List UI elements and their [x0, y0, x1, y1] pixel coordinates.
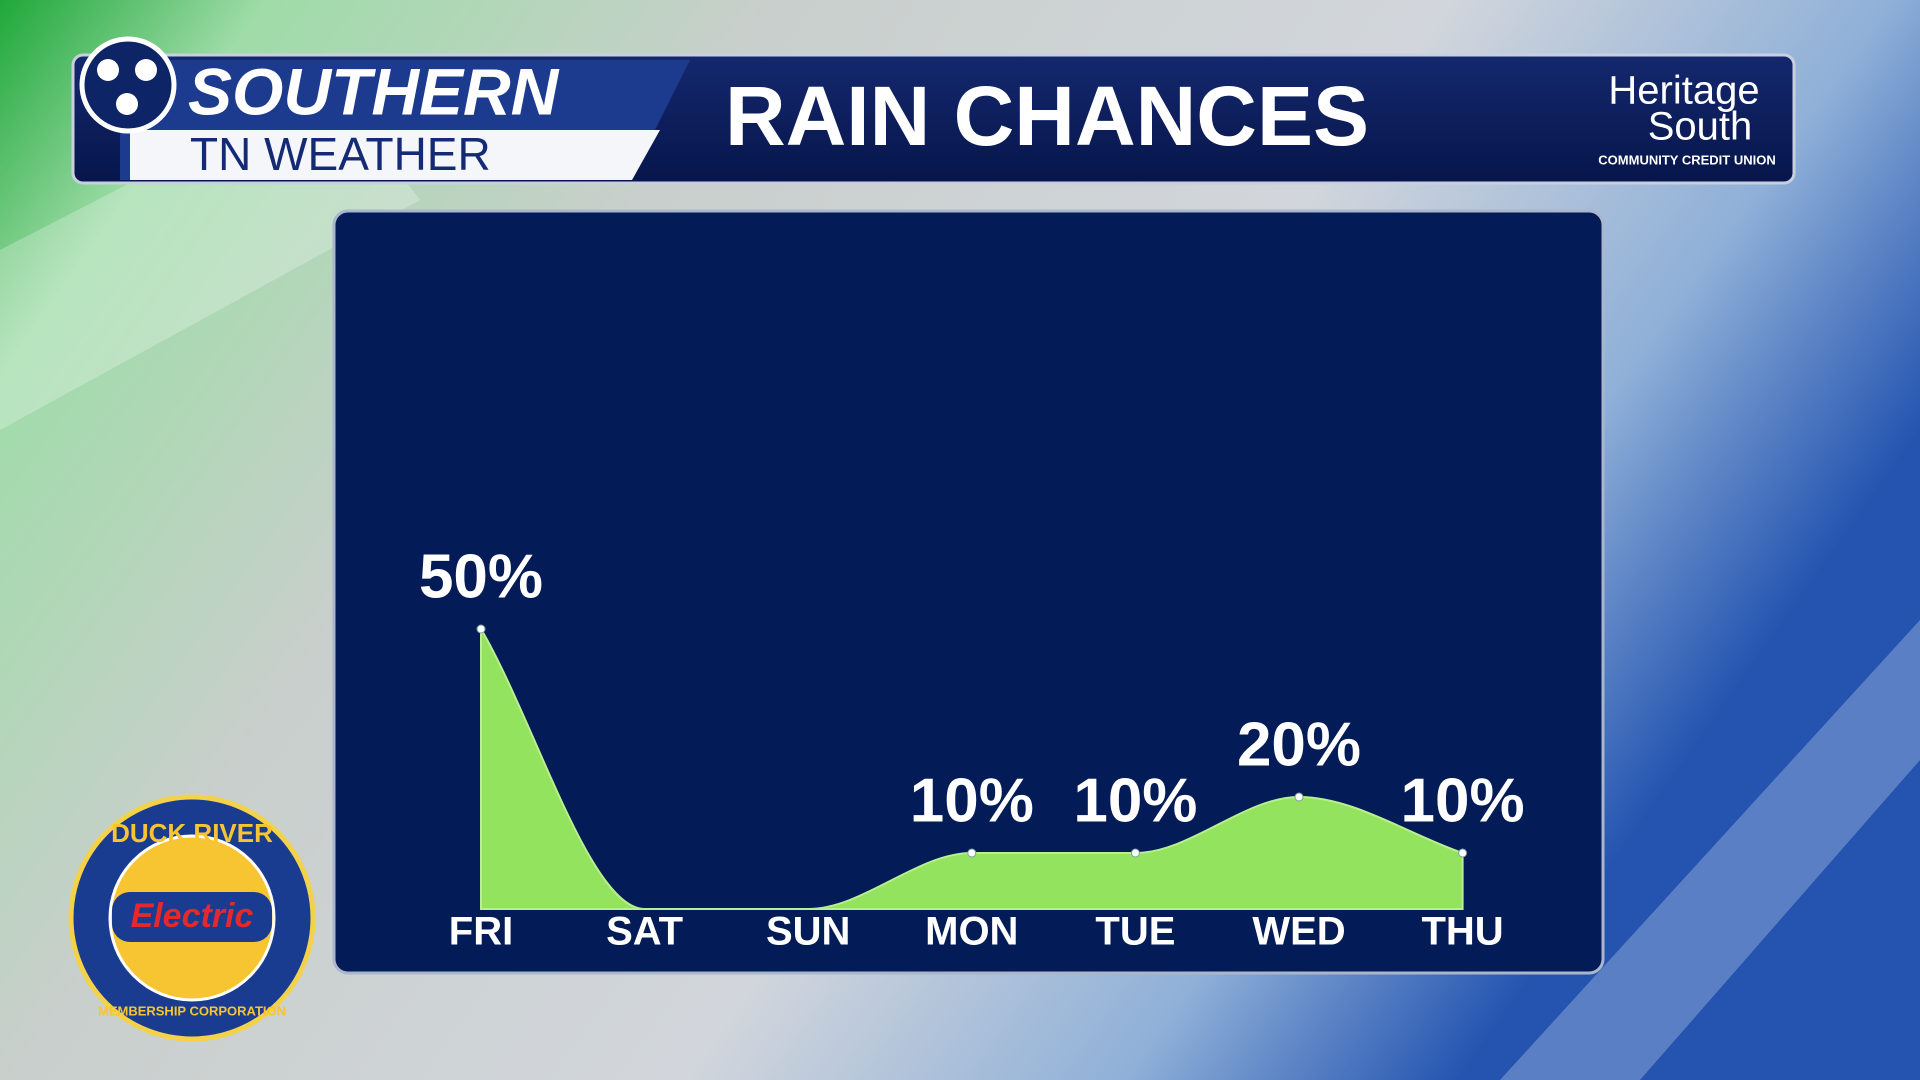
- sponsor-tagline: COMMUNITY CREDIT UNION: [1598, 152, 1775, 167]
- value-label: 10%: [1073, 766, 1197, 835]
- coop-logo-top: DUCK RIVER: [111, 818, 273, 848]
- tristar-star: [97, 59, 119, 81]
- x-tick-label: MON: [925, 910, 1018, 954]
- data-point: [1130, 848, 1140, 858]
- coop-logo-middle: Electric: [131, 897, 254, 935]
- background-streak: [1500, 620, 1920, 1080]
- x-tick-label: FRI: [449, 910, 513, 954]
- plot-area: FRI 50% SAT SUN MON 10% TUE 10% WED 20% THU 10%: [419, 542, 1525, 953]
- data-point: [1458, 848, 1468, 858]
- coop-logo-band: [112, 892, 272, 942]
- data-point: [476, 624, 486, 634]
- value-label: 20%: [1237, 710, 1361, 779]
- header-logo-strip: [130, 130, 660, 180]
- chart-title: RAIN CHANCES: [725, 69, 1369, 163]
- value-label: 10%: [1401, 766, 1525, 835]
- data-point: [967, 848, 977, 858]
- x-tick-label: WED: [1252, 910, 1345, 954]
- x-tick-label: TUE: [1095, 910, 1175, 954]
- value-label: 50%: [419, 542, 543, 611]
- sponsor-name: Heritage: [1608, 69, 1759, 113]
- x-tick-label: SUN: [766, 910, 850, 954]
- x-tick-label: THU: [1421, 910, 1503, 954]
- data-point: [1294, 792, 1304, 802]
- coop-logo-bottom: MEMBERSHIP CORPORATION: [98, 1003, 286, 1018]
- chart-panel: [332, 209, 1605, 975]
- value-label: 10%: [910, 766, 1034, 835]
- sponsor-name: South: [1648, 105, 1753, 149]
- tristar-star: [116, 93, 138, 115]
- tristar-logo: [79, 36, 177, 134]
- show-name: SOUTHERN: [188, 54, 560, 128]
- x-tick-label: SAT: [606, 910, 683, 954]
- tristar-star: [135, 59, 157, 81]
- show-subname: TN WEATHER: [190, 128, 491, 180]
